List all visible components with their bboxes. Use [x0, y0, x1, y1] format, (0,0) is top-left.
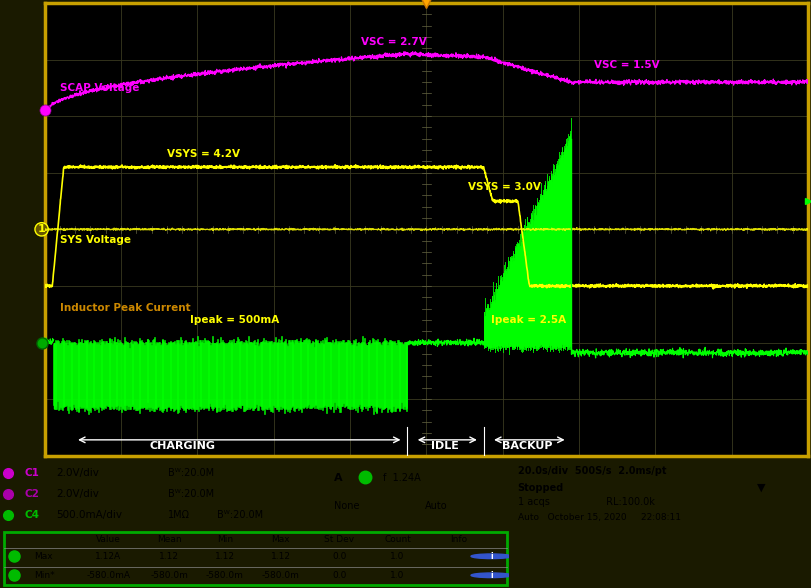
Text: VSYS = 3.0V: VSYS = 3.0V	[468, 182, 540, 192]
Text: St Dev: St Dev	[324, 535, 354, 544]
Text: SYS Voltage: SYS Voltage	[60, 235, 131, 245]
Text: BACKUP: BACKUP	[501, 441, 552, 451]
Text: Ipeak = 2.5A: Ipeak = 2.5A	[491, 315, 565, 325]
Text: 1.12: 1.12	[159, 552, 179, 561]
Circle shape	[470, 554, 511, 559]
Text: 20.0s/div  500S/s  2.0ms/pt: 20.0s/div 500S/s 2.0ms/pt	[517, 466, 665, 476]
Text: 1.12: 1.12	[270, 552, 290, 561]
Text: -580.0m: -580.0m	[261, 571, 299, 580]
Text: 1.0: 1.0	[390, 552, 404, 561]
Text: -580.0m: -580.0m	[206, 571, 243, 580]
Text: SCAP Voltage: SCAP Voltage	[60, 83, 139, 93]
Text: -580.0mA: -580.0mA	[86, 571, 130, 580]
Text: 500.0mA/div: 500.0mA/div	[56, 510, 122, 520]
Text: Auto: Auto	[425, 501, 448, 511]
Circle shape	[470, 573, 511, 577]
Text: Stopped: Stopped	[517, 483, 563, 493]
Text: f  1.24A: f 1.24A	[383, 473, 420, 483]
Text: A: A	[333, 473, 342, 483]
Text: 2.0V/div: 2.0V/div	[56, 489, 99, 499]
Text: -580.0m: -580.0m	[150, 571, 188, 580]
Text: Info: Info	[449, 535, 466, 544]
Text: Bᵂ:20.0M: Bᵂ:20.0M	[168, 468, 214, 478]
Text: VSYS = 4.2V: VSYS = 4.2V	[166, 149, 239, 159]
Text: IDLE: IDLE	[431, 441, 459, 451]
Text: Auto   October 15, 2020     22:08:11: Auto October 15, 2020 22:08:11	[517, 513, 680, 522]
Text: VSC = 2.7V: VSC = 2.7V	[361, 38, 427, 48]
Text: Max: Max	[35, 552, 54, 561]
Text: Ipeak = 500mA: Ipeak = 500mA	[190, 315, 279, 325]
Text: Min: Min	[217, 535, 233, 544]
Text: Mean: Mean	[157, 535, 181, 544]
Text: Min*: Min*	[35, 571, 55, 580]
Text: 0.0: 0.0	[332, 552, 345, 561]
Text: C1: C1	[24, 468, 39, 478]
Text: ▼: ▼	[756, 483, 764, 493]
Text: 1: 1	[37, 224, 45, 235]
Text: 2.0V/div: 2.0V/div	[56, 468, 99, 478]
Text: None: None	[333, 501, 359, 511]
Text: 1MΩ: 1MΩ	[168, 510, 190, 520]
Text: 1.12: 1.12	[215, 552, 234, 561]
Text: C2: C2	[24, 489, 39, 499]
Text: Max: Max	[271, 535, 290, 544]
Text: Value: Value	[96, 535, 121, 544]
Text: Bᵂ:20.0M: Bᵂ:20.0M	[168, 489, 214, 499]
Text: Count: Count	[384, 535, 410, 544]
Text: 1.12A: 1.12A	[95, 552, 121, 561]
Text: Inductor Peak Current: Inductor Peak Current	[60, 303, 191, 313]
Text: 0.0: 0.0	[332, 571, 345, 580]
Text: i: i	[490, 552, 492, 561]
Text: i: i	[490, 571, 492, 580]
Text: 1 acqs                  RL:100.0k: 1 acqs RL:100.0k	[517, 497, 654, 507]
Text: 1.0: 1.0	[390, 571, 404, 580]
Text: VSC = 1.5V: VSC = 1.5V	[594, 60, 659, 70]
Text: C4: C4	[24, 510, 39, 520]
Text: Bᵂ:20.0M: Bᵂ:20.0M	[217, 510, 262, 520]
Text: CHARGING: CHARGING	[149, 441, 215, 451]
